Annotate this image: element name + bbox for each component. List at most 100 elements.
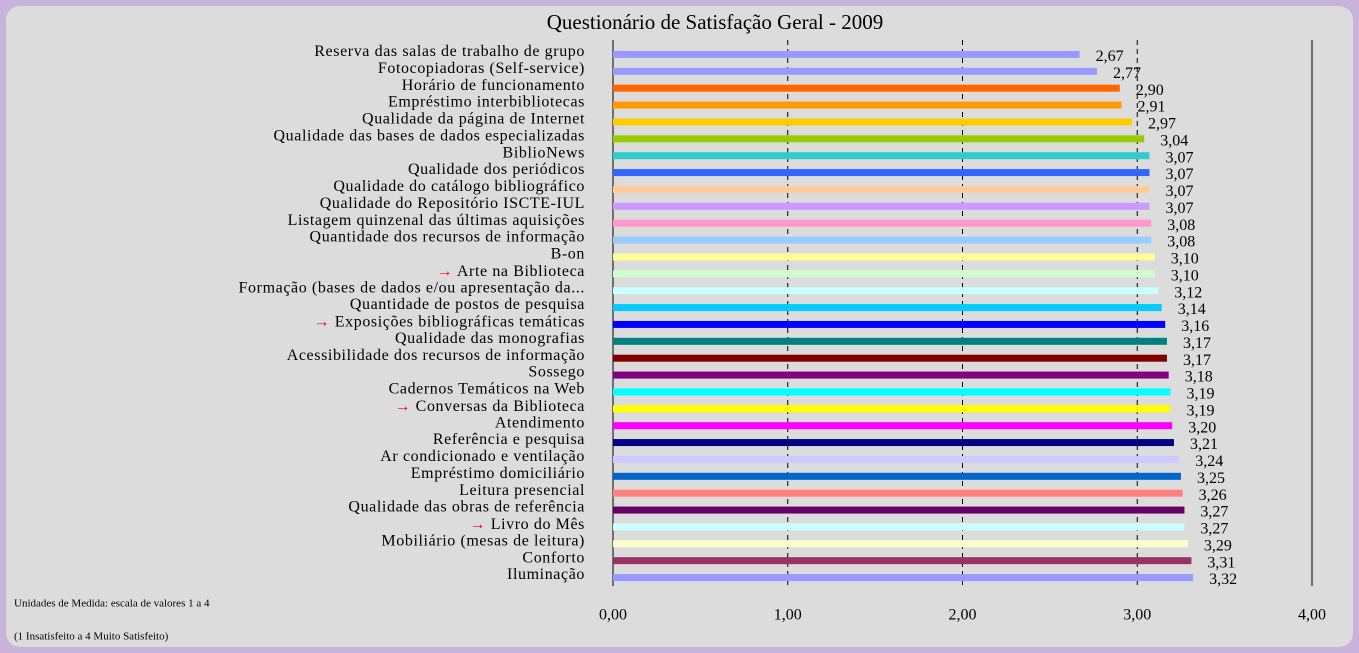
data-label: 3,07 — [1165, 166, 1193, 183]
data-label: 2,77 — [1113, 65, 1141, 82]
y-tick-label: Mobiliário (mesas de leitura) — [381, 532, 585, 549]
y-tick-label: Qualidade das monografias — [395, 330, 585, 347]
bar — [613, 506, 1185, 514]
y-tick-label: → Exposições bibliográficas temáticas — [314, 313, 585, 330]
y-tick-label: Qualidade do catálogo bibliográfico — [333, 178, 585, 195]
bar — [613, 304, 1162, 312]
data-label: 3,32 — [1209, 571, 1237, 588]
bar — [613, 67, 1098, 75]
y-tick-label: Referência e pesquisa — [433, 431, 585, 448]
y-tick-label: Leitura presencial — [459, 482, 585, 499]
y-tick-label: Atendimento — [495, 414, 585, 431]
y-tick-label: Iluminação — [507, 566, 585, 583]
bar — [613, 101, 1122, 109]
bar — [613, 354, 1167, 362]
y-tick-label: Formação (bases de dados e/ou apresentaç… — [239, 279, 585, 296]
bar — [613, 270, 1155, 278]
bar — [613, 185, 1150, 193]
bar — [613, 472, 1181, 480]
x-tick-label: 2,00 — [949, 607, 977, 624]
data-label: 3,10 — [1171, 251, 1199, 268]
y-tick-label: Fotocopiadoras (Self-service) — [378, 60, 585, 77]
data-label: 3,07 — [1165, 200, 1193, 217]
y-tick-label: BiblioNews — [503, 144, 585, 161]
y-tick-label: Listagem quinzenal das últimas aquisiçõe… — [288, 212, 585, 229]
data-label: 3,27 — [1200, 521, 1228, 538]
y-tick-label: Quantidade dos recursos de informação — [310, 229, 585, 246]
y-tick-label: Qualidade dos periódicos — [408, 161, 585, 178]
y-tick-label: → Arte na Biblioteca — [437, 262, 585, 279]
bar — [613, 371, 1169, 379]
bar — [613, 557, 1192, 565]
y-tick-label: Sossego — [528, 364, 585, 381]
bar — [613, 287, 1159, 295]
y-tick-label: Empréstimo interbibliotecas — [388, 94, 585, 111]
bar — [613, 489, 1183, 497]
data-label: 3,19 — [1186, 402, 1214, 419]
x-tick-label: 3,00 — [1123, 607, 1151, 624]
y-tick-label: Horário de funcionamento — [402, 77, 585, 94]
bar — [613, 405, 1171, 413]
data-label: 3,10 — [1171, 267, 1199, 284]
y-tick-label: Acessibilidade dos recursos de informaçã… — [287, 347, 585, 364]
data-label: 3,17 — [1183, 352, 1211, 369]
data-label: 3,29 — [1204, 537, 1232, 554]
data-label: 3,25 — [1197, 470, 1225, 487]
bar — [613, 574, 1194, 582]
data-label: 3,17 — [1183, 335, 1211, 352]
bar — [613, 118, 1133, 126]
data-label: 3,08 — [1167, 217, 1195, 234]
y-tick-label: → Livro do Mês — [469, 516, 585, 533]
bar — [613, 169, 1150, 177]
y-tick-label: Qualidade da página de Internet — [362, 111, 585, 128]
y-tick-label: Conforto — [522, 549, 585, 566]
y-tick-label: Qualidade das bases de dados especializa… — [274, 127, 585, 144]
bar — [613, 84, 1120, 92]
bar — [613, 50, 1080, 58]
chart-title: Questionário de Satisfação Geral - 2009 — [547, 10, 883, 34]
data-label: 3,07 — [1165, 183, 1193, 200]
data-label: 3,12 — [1174, 284, 1202, 301]
data-label: 2,97 — [1148, 116, 1176, 133]
bar — [613, 253, 1155, 261]
data-label: 3,04 — [1160, 132, 1188, 149]
data-label: 3,19 — [1186, 386, 1214, 403]
bar — [613, 152, 1150, 160]
x-tick-label: 0,00 — [599, 607, 627, 624]
data-label: 3,07 — [1165, 149, 1193, 166]
y-tick-label: Ar condicionado e ventilação — [380, 448, 585, 465]
data-label: 3,08 — [1167, 234, 1195, 251]
bar — [613, 320, 1166, 328]
bar — [613, 523, 1185, 531]
data-label: 2,90 — [1136, 82, 1164, 99]
y-tick-label: Empréstimo domiciliário — [411, 465, 585, 482]
y-tick-label: B-on — [551, 246, 585, 263]
x-tick-label: 1,00 — [774, 607, 802, 624]
y-tick-label: → Conversas da Biblioteca — [394, 397, 585, 414]
bar — [613, 388, 1171, 396]
bar — [613, 236, 1152, 244]
data-label: 2,91 — [1138, 99, 1166, 116]
data-label: 3,18 — [1185, 369, 1213, 386]
data-label: 3,26 — [1199, 487, 1227, 504]
y-tick-label: Quantidade de postos de pesquisa — [350, 296, 585, 313]
bar — [613, 337, 1167, 345]
data-label: 3,31 — [1207, 554, 1235, 571]
data-label: 3,21 — [1190, 436, 1218, 453]
data-label: 3,16 — [1181, 318, 1209, 335]
bar — [613, 219, 1152, 227]
data-label: 3,14 — [1178, 301, 1206, 318]
data-label: 3,27 — [1200, 504, 1228, 521]
bar — [613, 439, 1174, 447]
y-tick-label: Qualidade das obras de referência — [348, 499, 585, 516]
bar — [613, 455, 1180, 463]
data-label: 2,67 — [1096, 48, 1124, 65]
bar — [613, 540, 1188, 548]
note: Unidades de Medida: escala de valores 1 … — [14, 598, 210, 610]
x-tick-label: 4,00 — [1298, 607, 1326, 624]
bar — [613, 422, 1173, 430]
bar — [613, 202, 1150, 210]
bar — [613, 135, 1145, 143]
y-tick-label: Qualidade do Repositório ISCTE-IUL — [320, 195, 585, 212]
